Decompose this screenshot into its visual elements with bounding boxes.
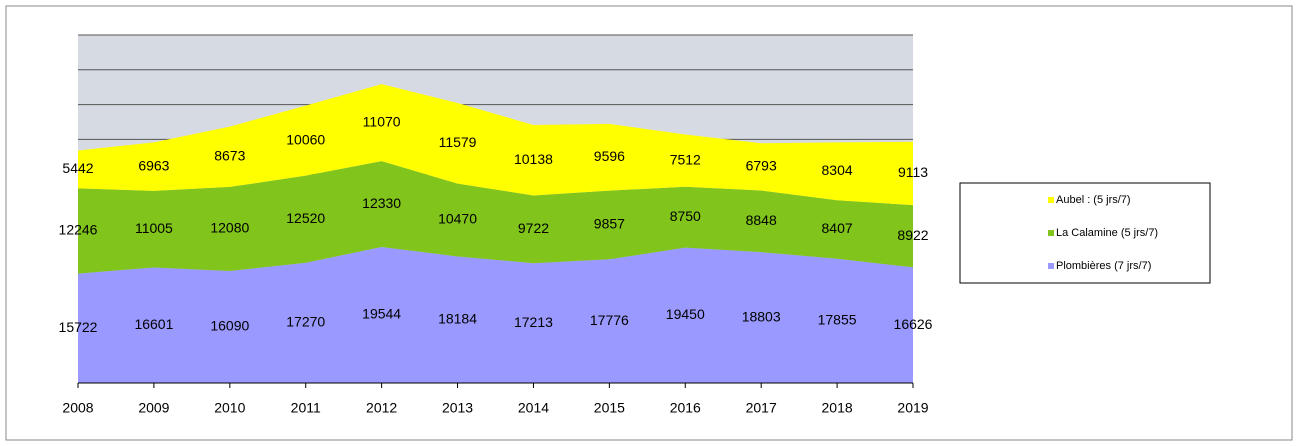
data-label: 8304 [822,162,853,178]
data-label: 18184 [438,310,477,326]
data-label: 12246 [59,222,98,238]
data-label: 9596 [594,148,625,164]
data-label: 8750 [670,208,701,224]
x-tick-label: 2009 [138,400,169,416]
x-tick-label: 2008 [62,400,93,416]
legend-swatch [1048,197,1054,203]
data-label: 7512 [670,151,701,167]
legend-label: La Calamine (5 jrs/7) [1056,227,1158,239]
data-label: 16090 [210,318,249,334]
data-label: 17776 [590,312,629,328]
data-label: 9857 [594,216,625,232]
x-tick-label: 2017 [746,400,777,416]
legend [959,182,1211,284]
data-label: 9722 [518,220,549,236]
data-label: 17855 [818,312,857,328]
data-label: 10470 [438,211,477,227]
x-tick-label: 2011 [291,400,321,416]
data-label: 19450 [666,306,705,322]
x-tick-label: 2010 [214,400,245,416]
data-label: 10060 [286,131,325,147]
data-label: 10138 [514,151,553,167]
x-tick-label: 2019 [897,400,928,416]
data-label: 11005 [135,220,173,236]
data-label: 11070 [363,113,401,129]
data-label: 9113 [898,164,928,180]
data-label: 6793 [746,158,777,174]
data-label: 16601 [134,316,173,332]
legend-label: Aubel : (5 jrs/7) [1056,194,1131,206]
data-label: 17213 [514,314,553,330]
data-label: 8848 [746,212,777,228]
area [78,161,913,274]
data-label: 15722 [59,319,98,335]
data-label: 17270 [286,314,325,330]
data-label: 5442 [62,160,93,176]
data-label: 6963 [138,157,169,173]
data-label: 16626 [894,316,933,332]
x-tick-label: 2014 [518,400,549,416]
legend-swatch [1048,263,1054,269]
data-label: 19544 [362,306,401,322]
x-tick-label: 2016 [670,400,701,416]
area [78,84,913,206]
x-tick-label: 2018 [822,400,853,416]
data-label: 12520 [286,210,325,226]
x-tick-label: 2013 [442,400,473,416]
x-tick-label: 2015 [594,400,625,416]
x-tick-label: 2012 [366,400,397,416]
data-label: 8673 [214,147,245,163]
data-label: 12330 [362,195,401,211]
data-label: 12080 [210,220,249,236]
data-label: 8922 [897,227,928,243]
legend-swatch [1048,230,1054,236]
area [78,246,913,383]
data-label: 11579 [439,134,477,150]
legend-label: Plombières (7 jrs/7) [1056,260,1151,272]
data-label: 8407 [822,220,853,236]
data-label: 18803 [742,308,781,324]
